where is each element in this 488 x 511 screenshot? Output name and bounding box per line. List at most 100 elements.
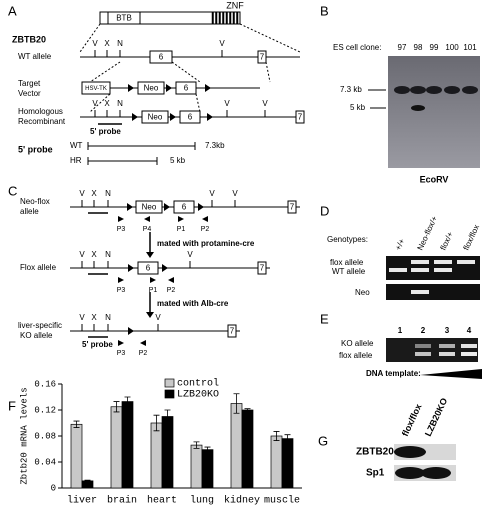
label: 99 — [430, 43, 439, 52]
band — [426, 86, 442, 94]
label: Neo — [144, 84, 159, 93]
bar — [81, 480, 94, 489]
label: Flox allele — [20, 263, 57, 272]
btb-domain — [107, 11, 141, 25]
label: V — [79, 250, 85, 259]
panel-letter: G — [318, 433, 328, 448]
box — [175, 81, 197, 95]
error-bar — [204, 446, 211, 453]
label: allele — [20, 207, 39, 216]
label: N — [117, 99, 123, 108]
box — [137, 81, 165, 95]
bar — [161, 416, 174, 489]
line — [239, 23, 301, 53]
primer — [144, 216, 150, 222]
loxp — [127, 203, 133, 211]
label: 97 — [398, 43, 407, 52]
line — [265, 61, 271, 83]
label: V — [79, 189, 85, 198]
label: 6 — [188, 113, 193, 122]
error-bar — [284, 434, 291, 443]
label: N — [105, 250, 111, 259]
box — [141, 110, 169, 124]
arrow-head — [146, 252, 154, 258]
primer — [118, 277, 124, 283]
gel-band — [411, 290, 429, 294]
label: Neo — [355, 288, 370, 297]
gel-band — [461, 352, 477, 356]
label: 6 — [184, 84, 189, 93]
box — [137, 261, 159, 275]
bar — [230, 403, 243, 489]
label: P4 — [143, 226, 152, 233]
primer — [150, 277, 156, 283]
label: BTB — [116, 14, 132, 23]
gel-band — [457, 260, 475, 264]
zinc-finger — [236, 11, 239, 25]
loxp — [164, 203, 170, 211]
label: Homologous — [18, 107, 63, 116]
panel-letter: B — [320, 3, 329, 18]
band — [444, 86, 460, 94]
label: 5' probe — [18, 144, 53, 154]
loxp — [132, 113, 138, 121]
zinc-finger — [215, 11, 218, 25]
zinc-finger — [211, 11, 214, 25]
primer — [140, 340, 146, 346]
label: ZBTB20 — [12, 34, 46, 44]
label: flox allele — [339, 351, 373, 360]
label: V — [224, 99, 230, 108]
loxp — [166, 84, 172, 92]
label: HSV-TK — [85, 86, 107, 92]
box — [257, 261, 267, 275]
label: 0.12 — [34, 405, 56, 415]
line — [89, 93, 111, 113]
band — [411, 105, 425, 111]
label: P3 — [117, 226, 126, 233]
label: mated with Alb-cre — [157, 299, 229, 308]
panel-letter: F — [8, 398, 16, 413]
label: flox/+ — [439, 230, 455, 252]
label: KO allele — [20, 331, 53, 340]
label: 1 — [398, 326, 403, 335]
label: KO allele — [341, 339, 374, 348]
label: flox/flox — [462, 223, 482, 251]
primer — [168, 277, 174, 283]
legend-label: LZB20KO — [177, 390, 219, 401]
western-band — [394, 446, 426, 458]
bar — [121, 401, 134, 489]
bar — [241, 409, 254, 489]
zinc-finger — [222, 11, 225, 25]
label: Target — [18, 79, 41, 88]
label: 100 — [445, 43, 459, 52]
label: 2 — [421, 326, 426, 335]
label: ZBTB20 — [356, 447, 394, 458]
label: Vector — [18, 89, 41, 98]
zinc-finger — [232, 11, 235, 25]
panel-letter: C — [8, 183, 17, 198]
label: brain — [107, 495, 137, 507]
gel-band — [415, 344, 431, 348]
label: 6 — [182, 203, 187, 212]
label: mated with protamine-cre — [157, 239, 255, 248]
label: Neo — [142, 203, 157, 212]
label: Zbtb20 mRNA levels — [19, 387, 29, 484]
line — [171, 61, 201, 83]
legend-label: control — [177, 378, 219, 390]
label: 5' probe — [82, 340, 113, 349]
primer — [118, 216, 124, 222]
label: 5 kb — [170, 156, 186, 165]
bar — [270, 435, 283, 489]
primer — [118, 340, 124, 346]
gel-band — [415, 352, 431, 356]
label: muscle — [264, 495, 300, 507]
label: ZNF — [226, 0, 244, 10]
label: X — [91, 189, 97, 198]
label: X — [91, 313, 97, 322]
panel-letter: D — [320, 203, 329, 218]
primer — [178, 216, 184, 222]
gel-band — [434, 260, 452, 264]
label: 0.16 — [34, 379, 56, 389]
legend-swatch — [164, 378, 175, 388]
label: flox/flox — [400, 402, 424, 438]
